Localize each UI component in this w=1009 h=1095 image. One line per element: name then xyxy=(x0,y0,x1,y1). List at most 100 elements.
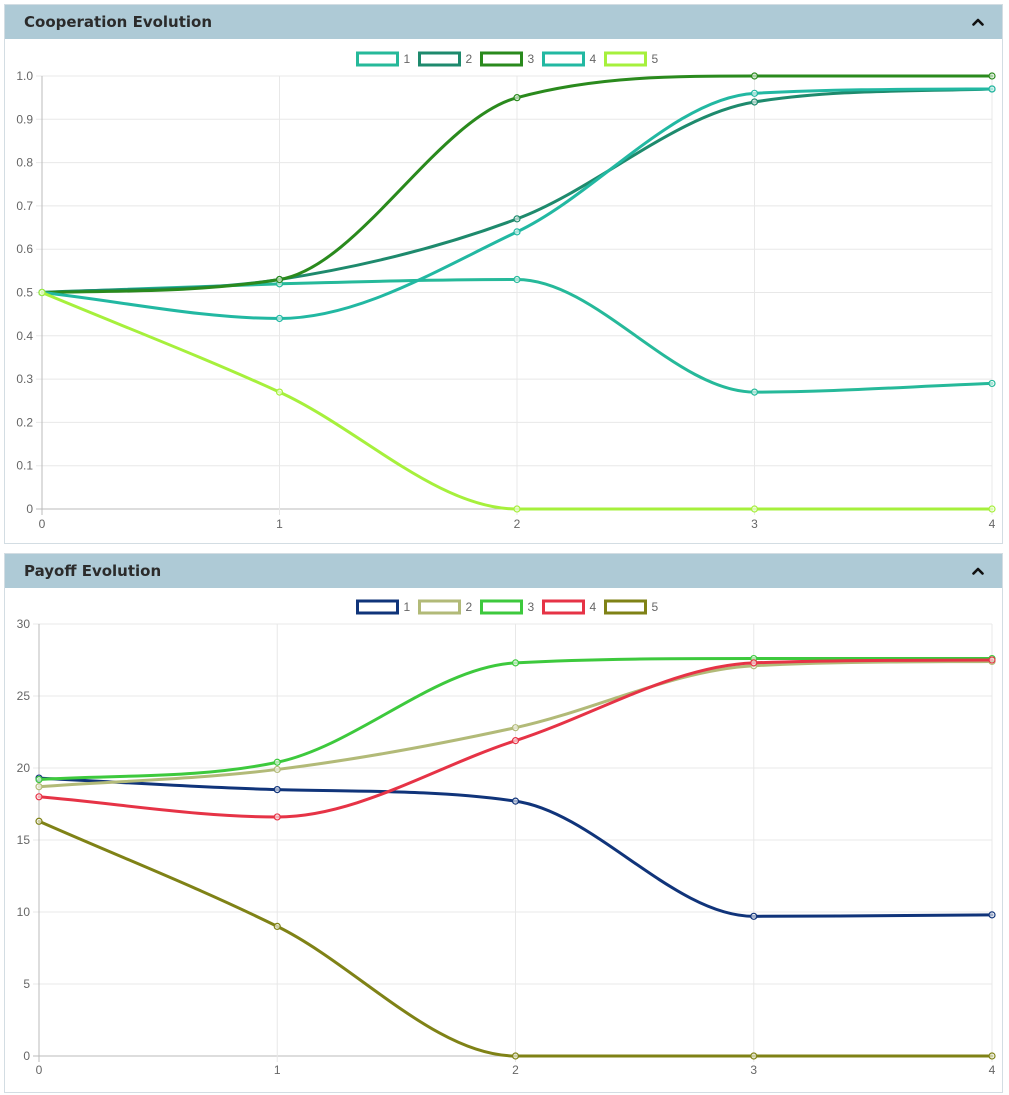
y-tick-label: 20 xyxy=(17,761,31,775)
series-5 xyxy=(35,817,996,1060)
legend-item-3[interactable]: 3 xyxy=(480,599,535,615)
data-point[interactable] xyxy=(513,275,521,284)
data-point[interactable] xyxy=(511,797,520,805)
x-tick-label: 2 xyxy=(512,1063,519,1077)
data-point[interactable] xyxy=(35,817,43,825)
y-tick-label: 0.9 xyxy=(16,112,33,126)
data-point[interactable] xyxy=(750,388,759,396)
data-point[interactable] xyxy=(38,288,46,297)
data-point[interactable] xyxy=(750,659,758,667)
legend-item-5[interactable]: 5 xyxy=(604,51,659,67)
data-point[interactable] xyxy=(988,85,996,93)
y-tick-label: 0.8 xyxy=(16,156,33,170)
data-point[interactable] xyxy=(273,922,281,930)
data-point[interactable] xyxy=(750,72,759,80)
y-tick-label: 1.0 xyxy=(16,69,33,83)
data-point[interactable] xyxy=(750,98,759,106)
data-point[interactable] xyxy=(275,388,284,396)
data-point[interactable] xyxy=(275,275,284,284)
chevron-up-icon[interactable] xyxy=(968,561,988,581)
data-point[interactable] xyxy=(750,1052,758,1060)
legend-swatch xyxy=(480,599,523,615)
legend-swatch xyxy=(418,599,461,615)
legend: 1 2 3 4 5 xyxy=(356,599,659,615)
data-point[interactable] xyxy=(513,505,521,513)
data-point[interactable] xyxy=(988,1052,996,1060)
data-point[interactable] xyxy=(988,505,996,513)
data-point[interactable] xyxy=(988,379,996,388)
cooperation-panel: Cooperation Evolution 0 0.1 0.2 0.3 0.4 0.5 0.… xyxy=(4,4,1003,544)
data-point[interactable] xyxy=(273,813,281,821)
legend-swatch xyxy=(604,599,647,615)
data-point[interactable] xyxy=(35,775,43,784)
x-tick-label: 1 xyxy=(276,517,283,531)
x-tick-label: 4 xyxy=(989,517,996,531)
data-point[interactable] xyxy=(273,765,281,774)
data-point[interactable] xyxy=(511,1052,520,1060)
y-tick-label: 10 xyxy=(17,905,31,919)
x-tick-label: 0 xyxy=(39,517,46,531)
payoff-panel-header[interactable]: Payoff Evolution xyxy=(5,554,1002,588)
legend-item-2[interactable]: 2 xyxy=(418,599,473,615)
data-point[interactable] xyxy=(988,656,996,664)
x-tick-label: 2 xyxy=(514,517,521,531)
legend-item-4[interactable]: 4 xyxy=(542,51,597,67)
payoff-panel: Payoff Evolution 0 5 10 15 20 25 30 0 1 2 3 4 1 2 3 4 5 xyxy=(4,553,1003,1093)
data-point[interactable] xyxy=(35,783,43,791)
chevron-up-icon[interactable] xyxy=(968,12,988,32)
y-tick-label: 15 xyxy=(17,833,31,847)
legend-item-4[interactable]: 4 xyxy=(542,599,597,615)
y-tick-label: 30 xyxy=(17,617,31,631)
data-point[interactable] xyxy=(273,758,281,766)
x-tick-label: 3 xyxy=(751,517,758,531)
series-4 xyxy=(38,85,996,323)
x-tick-label: 4 xyxy=(989,1063,996,1077)
data-point[interactable] xyxy=(988,911,996,919)
legend-item-1[interactable]: 1 xyxy=(356,51,411,67)
data-point[interactable] xyxy=(988,72,996,80)
panel-title: Cooperation Evolution xyxy=(24,13,213,31)
cooperation-panel-header[interactable]: Cooperation Evolution xyxy=(5,5,1002,39)
legend-swatch xyxy=(356,599,399,615)
y-tick-label: 0.4 xyxy=(16,329,33,343)
y-tick-label: 25 xyxy=(17,689,31,703)
data-point[interactable] xyxy=(750,912,758,920)
legend-label: 2 xyxy=(466,52,473,66)
legend-swatch xyxy=(418,51,461,67)
y-tick-label: 0.1 xyxy=(16,459,33,473)
data-point[interactable] xyxy=(275,314,284,323)
data-point[interactable] xyxy=(513,228,521,236)
grid xyxy=(36,75,993,515)
series-line xyxy=(40,74,994,294)
y-tick-label: 0.3 xyxy=(16,372,33,386)
y-tick-label: 0.6 xyxy=(16,242,33,256)
y-tick-label: 0.2 xyxy=(16,415,33,429)
x-tick-label: 3 xyxy=(750,1063,757,1077)
legend-item-2[interactable]: 2 xyxy=(418,51,473,67)
y-tick-label: 5 xyxy=(23,977,30,991)
x-tick-label: 0 xyxy=(36,1063,43,1077)
legend-swatch xyxy=(480,51,523,67)
series-5 xyxy=(38,288,996,513)
data-point[interactable] xyxy=(511,724,520,732)
grid xyxy=(33,623,993,1062)
data-point[interactable] xyxy=(35,793,43,801)
legend-item-3[interactable]: 3 xyxy=(480,51,535,67)
legend-label: 4 xyxy=(590,600,597,614)
legend-item-1[interactable]: 1 xyxy=(356,599,411,615)
legend-label: 2 xyxy=(466,600,473,614)
data-point[interactable] xyxy=(513,215,521,223)
data-point[interactable] xyxy=(513,94,521,102)
data-point[interactable] xyxy=(273,786,281,794)
legend-label: 5 xyxy=(652,600,659,614)
data-point[interactable] xyxy=(750,505,759,513)
series-4 xyxy=(35,656,996,821)
data-point[interactable] xyxy=(511,737,520,745)
legend-label: 1 xyxy=(404,600,411,614)
legend-item-5[interactable]: 5 xyxy=(604,599,659,615)
panel-title: Payoff Evolution xyxy=(24,562,162,580)
data-point[interactable] xyxy=(511,659,520,667)
legend-swatch xyxy=(356,51,399,67)
legend-label: 3 xyxy=(528,600,535,614)
data-point[interactable] xyxy=(750,89,759,97)
